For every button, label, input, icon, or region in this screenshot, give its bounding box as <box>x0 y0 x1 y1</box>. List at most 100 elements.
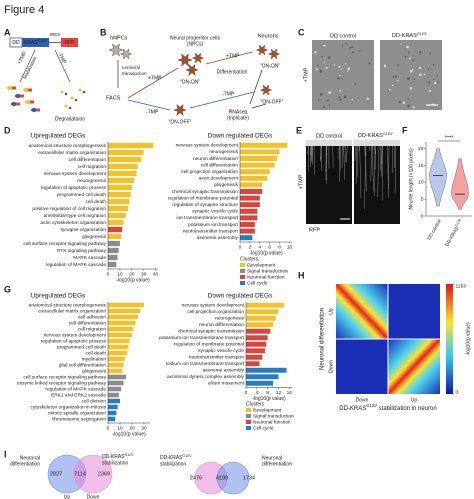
x-tick-label: 10 <box>287 244 293 250</box>
chart-title: Down regulated DEGs <box>208 293 273 300</box>
bar <box>246 302 284 308</box>
legend-label: Signal transduction <box>247 268 288 274</box>
bar <box>108 404 118 410</box>
construct-kras <box>22 38 49 47</box>
bar <box>108 212 126 219</box>
x-tick-label: 0 <box>107 425 110 431</box>
bar <box>108 177 135 184</box>
category-label: chemical synaptic transmission <box>172 189 238 195</box>
category-label: regulation of membrane potential <box>168 195 238 201</box>
label: RNAseq <box>229 109 248 115</box>
label-text: DD-KRAS <box>358 133 383 139</box>
colorbar <box>446 284 453 394</box>
circle-label: Down <box>87 494 100 499</box>
micrograph-texture <box>316 64 319 67</box>
micrograph-texture <box>341 68 343 70</box>
superscript: G12V <box>454 217 462 227</box>
micrograph-texture <box>434 81 437 85</box>
chart-title: Down regulated DEGs <box>208 133 273 140</box>
protein-icon <box>15 94 21 98</box>
bar <box>108 410 117 416</box>
label-text: stabilization in neuron <box>377 406 437 412</box>
bar <box>240 235 253 241</box>
bar <box>246 335 268 341</box>
category-label: gliogenesis <box>82 234 107 240</box>
x-tick-label: 30 <box>141 425 147 431</box>
micrograph-texture <box>314 51 317 54</box>
micrograph-texture <box>419 51 422 54</box>
category-label: extracellular matrix organization <box>38 150 106 156</box>
category-label: cytoskeleton organization in mitosis <box>31 404 107 410</box>
category-label: neurogenesis <box>215 316 244 322</box>
micrograph-texture <box>437 75 439 77</box>
category-label: cell adhesion <box>78 314 106 320</box>
colorbar-label: -log10(p value) <box>465 322 471 356</box>
bar <box>108 184 132 191</box>
micrograph <box>354 140 400 224</box>
chart-title: Upregulated DEGs <box>31 133 86 140</box>
superscript: G12V <box>383 132 393 136</box>
micrograph-texture <box>339 74 341 77</box>
bar <box>108 254 118 261</box>
micrograph-texture <box>325 66 328 70</box>
micrograph-texture <box>412 59 415 62</box>
label: IRES <box>50 32 61 37</box>
bar <box>108 240 120 247</box>
micrograph-texture <box>370 139 373 182</box>
bar <box>246 367 287 373</box>
label: Differentiation <box>217 69 248 75</box>
bar <box>240 162 275 168</box>
legend-swatch <box>240 275 245 279</box>
bar <box>108 219 124 226</box>
label: "ON-OFF" <box>261 99 284 105</box>
cell-icon <box>119 48 133 60</box>
x-tick-label: 16 <box>287 390 293 396</box>
superscript: G12V <box>183 454 193 458</box>
micrograph-texture <box>428 81 431 84</box>
micrograph-texture <box>347 67 351 70</box>
category-label: programmed cell death <box>57 192 106 198</box>
micrograph-texture <box>345 63 347 65</box>
y-tick-label: 15 <box>418 163 424 169</box>
micrograph-texture <box>319 69 323 73</box>
micrograph-texture <box>322 106 325 109</box>
label: transduction <box>122 71 147 76</box>
bar <box>246 354 263 360</box>
protein-icon <box>11 102 17 106</box>
micrograph-texture <box>412 106 415 109</box>
micrograph-texture <box>436 81 439 84</box>
bar <box>240 208 258 214</box>
category-label: regulation of apoptotic process <box>41 338 107 344</box>
protein-icon <box>30 100 34 104</box>
category-label: neurogenesis <box>77 178 106 184</box>
panel-label: G <box>4 284 11 294</box>
category-label: cell division <box>81 398 106 404</box>
bar <box>108 356 125 362</box>
label-text: DD-KRAS <box>445 226 461 248</box>
bar <box>108 308 141 314</box>
micrograph-texture <box>381 139 383 177</box>
bar <box>246 380 274 386</box>
micrograph-texture <box>402 101 406 105</box>
fragment-icon <box>64 104 68 108</box>
micrograph-texture <box>323 43 325 46</box>
category-label: nervous system development <box>44 332 107 338</box>
fragment-icon <box>64 92 68 96</box>
colorbar-tick-label: 1153 <box>456 283 467 289</box>
micrograph-texture <box>400 43 402 45</box>
bar <box>108 338 130 344</box>
superscript: G12V <box>125 453 135 457</box>
bar <box>240 175 268 181</box>
legend-swatch <box>246 426 251 430</box>
micrograph-texture <box>351 98 354 101</box>
set-label: stabilization <box>102 460 128 466</box>
micrograph-texture <box>388 88 391 91</box>
micrograph-texture <box>343 95 347 99</box>
bar <box>108 416 116 422</box>
protein-icon <box>20 94 24 98</box>
category-label: cell migration <box>78 326 107 332</box>
x-tick-label: 2 <box>249 244 252 250</box>
bar <box>108 380 124 386</box>
category-label: regulation of membrane potential <box>174 342 244 348</box>
